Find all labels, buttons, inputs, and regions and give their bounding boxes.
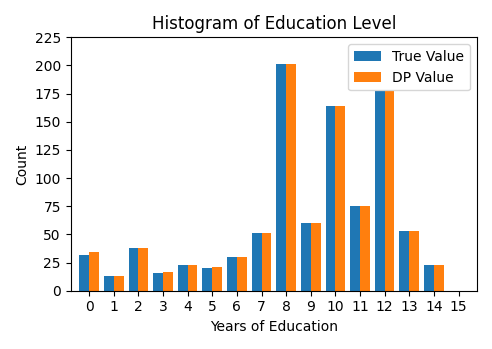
Bar	[277, 64, 286, 291]
Bar	[202, 268, 212, 291]
Bar	[326, 106, 336, 291]
X-axis label: Years of Education: Years of Education	[210, 320, 338, 334]
Bar	[153, 273, 163, 291]
Bar	[434, 265, 444, 291]
Bar	[187, 265, 197, 291]
Bar	[311, 223, 321, 291]
Bar	[252, 233, 262, 291]
Bar	[163, 272, 173, 291]
Bar	[350, 206, 360, 291]
Bar	[178, 265, 187, 291]
Bar	[104, 276, 114, 291]
Bar	[360, 206, 370, 291]
Bar	[128, 248, 138, 291]
Bar	[336, 106, 345, 291]
Title: Histogram of Education Level: Histogram of Education Level	[152, 15, 396, 33]
Bar	[89, 252, 99, 291]
Bar	[237, 257, 246, 291]
Bar	[424, 265, 434, 291]
Bar	[212, 267, 222, 291]
Bar	[114, 276, 123, 291]
Bar	[375, 91, 385, 291]
Bar	[138, 248, 148, 291]
Bar	[286, 64, 296, 291]
Bar	[400, 231, 409, 291]
Bar	[409, 231, 419, 291]
Bar	[301, 223, 311, 291]
Bar	[227, 257, 237, 291]
Legend: True Value, DP Value: True Value, DP Value	[348, 44, 470, 90]
Bar	[79, 255, 89, 291]
Bar	[385, 91, 395, 291]
Y-axis label: Count: Count	[15, 143, 29, 185]
Bar	[262, 233, 272, 291]
